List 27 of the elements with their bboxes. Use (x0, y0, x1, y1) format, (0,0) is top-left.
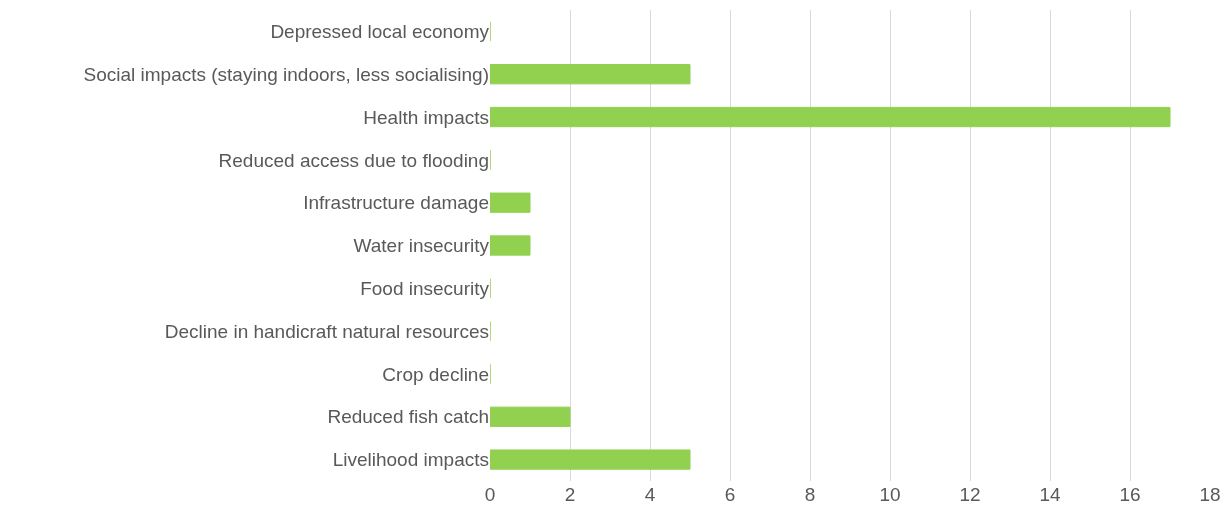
bar (490, 106, 1171, 128)
y-tick-label: Infrastructure damage (303, 192, 489, 214)
x-tick-label: 18 (1199, 484, 1221, 505)
x-tick-label: 2 (564, 484, 576, 505)
y-tick-label: Water insecurity (353, 235, 490, 257)
x-tick-label: 6 (724, 484, 736, 505)
y-tick-label: Food insecurity (360, 277, 490, 299)
bar (490, 235, 531, 256)
bar (490, 406, 571, 427)
x-tick-label: 14 (1039, 484, 1061, 505)
bar (490, 449, 691, 470)
y-tick-label: Reduced fish catch (327, 406, 489, 428)
y-tick-label: Depressed local economy (270, 21, 490, 43)
bar (490, 64, 691, 85)
y-tick-label: Reduced access due to flooding (218, 149, 489, 171)
bar (490, 192, 531, 213)
y-tick-label: Livelihood impacts (332, 449, 489, 471)
x-tick-label: 16 (1119, 484, 1141, 505)
x-tick-label: 8 (804, 484, 816, 505)
y-tick-label: Crop decline (382, 363, 489, 385)
x-tick-label: 12 (959, 484, 981, 505)
y-tick-label: Health impacts (363, 106, 489, 128)
x-tick-label: 0 (484, 484, 496, 505)
x-tick-label: 4 (644, 484, 656, 505)
x-tick-label: 10 (879, 484, 901, 505)
y-tick-label: Decline in handicraft natural resources (164, 320, 489, 342)
y-tick-label: Social impacts (staying indoors, less socialising) (83, 63, 489, 85)
